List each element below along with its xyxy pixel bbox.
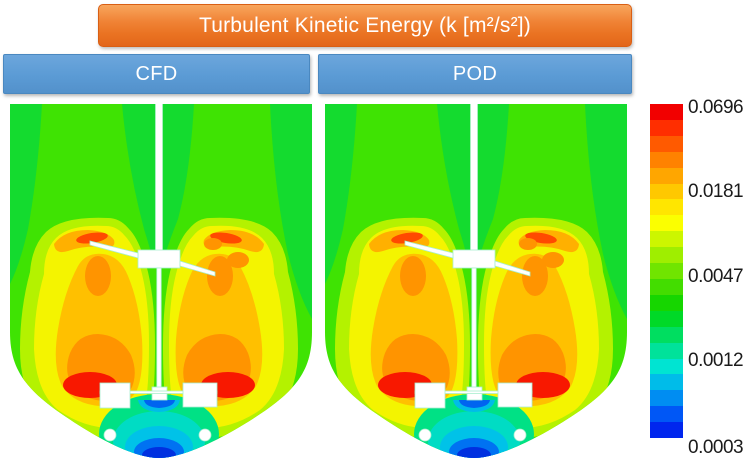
colorbar-band	[650, 342, 683, 359]
colorbar-band	[650, 326, 683, 343]
title-bar: Turbulent Kinetic Energy (k [m²/s²])	[98, 4, 632, 47]
cfd-header: CFD	[3, 54, 310, 94]
colorbar-band	[650, 390, 683, 407]
colorbar-band	[650, 215, 683, 232]
colorbar-band	[650, 358, 683, 375]
colorbar-band	[650, 278, 683, 295]
colorbar-band	[650, 231, 683, 248]
pod-contour-field	[323, 104, 629, 461]
colorbar	[650, 104, 683, 439]
colorbar-tick-max: 0.0696	[688, 97, 744, 118]
colorbar-band	[650, 199, 683, 216]
cfd-header-label: CFD	[135, 62, 178, 85]
pod-contour-plot	[323, 104, 629, 461]
colorbar-band	[650, 294, 683, 311]
colorbar-band	[650, 406, 683, 423]
colorbar-band	[650, 151, 683, 168]
colorbar-band	[650, 135, 683, 152]
pod-header: POD	[318, 54, 632, 94]
colorbar-tick-4: 0.0012	[688, 350, 744, 371]
colorbar-band	[650, 263, 683, 279]
colorbar-tick-min: 0.0003	[688, 437, 744, 458]
colorbar-band	[650, 422, 683, 439]
colorbar-band	[650, 247, 683, 264]
colorbar-tick-2: 0.0181	[688, 181, 744, 202]
figure-title: Turbulent Kinetic Energy (k [m²/s²])	[198, 13, 531, 37]
colorbar-band	[650, 119, 683, 136]
colorbar-band	[650, 167, 683, 184]
cfd-contour-plot	[8, 104, 314, 461]
cfd-contour-field	[8, 104, 314, 461]
colorbar-band	[650, 374, 683, 391]
colorbar-band	[650, 183, 683, 200]
colorbar-band	[650, 310, 683, 327]
colorbar-band	[650, 104, 683, 120]
pod-header-label: POD	[452, 62, 498, 85]
colorbar-tick-3: 0.0047	[688, 266, 744, 287]
